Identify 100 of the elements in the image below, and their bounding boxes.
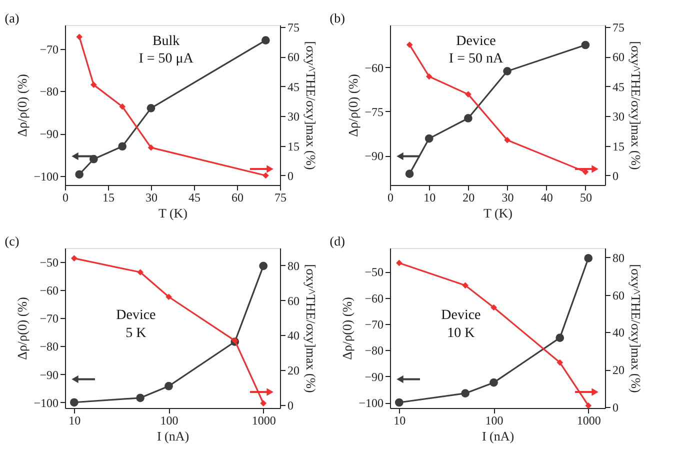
y2-tick-label: 0 <box>288 168 294 183</box>
x-tick-label: 15 <box>102 190 114 204</box>
y-tick-label: −60 <box>364 291 384 306</box>
point <box>118 142 127 151</box>
point <box>261 36 270 44</box>
x-axis-title: I (nA) <box>482 428 514 444</box>
point <box>503 67 512 76</box>
y-tick-label: −90 <box>40 127 58 142</box>
point <box>424 134 434 143</box>
y2-tick-label: 75 <box>612 20 624 34</box>
x-tick-label: 75 <box>274 190 286 204</box>
point <box>464 114 472 122</box>
y2-tick-label: 60 <box>288 294 300 308</box>
y2-axis-title: [σxy^THE/σxy]max (%) <box>628 264 644 393</box>
annotation: Device <box>441 308 481 324</box>
x-tick-label: 30 <box>502 190 514 204</box>
x-tick-label: 1000 <box>252 414 276 428</box>
point <box>584 254 593 262</box>
point <box>581 40 590 50</box>
y2-tick-label: 40 <box>612 326 624 340</box>
y-tick-label: −70 <box>364 317 384 332</box>
y-axis-title: Δρ/ρ(0) (%) <box>346 74 361 137</box>
x-axis-title: T (K) <box>158 206 188 220</box>
point <box>406 42 413 48</box>
point <box>465 91 472 98</box>
point <box>405 170 414 178</box>
x-tick-label: 30 <box>146 190 158 204</box>
point <box>70 398 78 407</box>
point <box>396 260 402 266</box>
y2-tick-label: 60 <box>612 288 624 302</box>
y2-tick-label: 80 <box>612 250 624 265</box>
y-tick-label: −60 <box>40 284 58 298</box>
y-axis-title: Δρ/ρ(0) (%) <box>340 297 355 360</box>
x-tick-label: 1000 <box>576 414 601 428</box>
y2-axis-title: [σxy^THE/σxy]max (%) <box>304 264 318 393</box>
text: (a) <box>4 10 20 26</box>
annotation: I = 50 μA <box>138 52 194 67</box>
y2-tick-label: 20 <box>612 363 624 378</box>
point <box>426 73 432 80</box>
y-tick-label: −50 <box>40 256 58 270</box>
y2-tick-label: 20 <box>288 364 300 378</box>
y-tick-label: −90 <box>40 368 58 382</box>
x-tick-label: 10 <box>394 414 406 428</box>
point <box>148 144 154 151</box>
y2-tick-label: 60 <box>288 50 300 64</box>
annotation: Device <box>456 34 496 49</box>
y-tick-label: −70 <box>40 312 58 326</box>
y-tick-label: −100 <box>34 170 58 184</box>
y2-axis-title: [σxy^THE/σxy]max (%) <box>304 41 318 170</box>
annotation: Bulk <box>152 34 180 49</box>
x-tick-label: 60 <box>232 190 244 204</box>
y2-tick-label: 15 <box>612 139 624 154</box>
y-axis-title: Δρ/ρ(0) (%) <box>14 297 30 360</box>
point <box>90 82 97 88</box>
text: (b) <box>330 10 345 26</box>
y2-tick-label: 0 <box>288 398 294 413</box>
y2-tick-label: 40 <box>288 328 300 343</box>
x-tick-label: 0 <box>62 190 68 204</box>
x-tick-label: 10 <box>424 190 436 204</box>
point <box>259 262 268 270</box>
y2-tick-label: 45 <box>288 80 300 94</box>
point <box>164 382 173 390</box>
y-tick-label: −75 <box>364 104 384 119</box>
y-tick-label: −80 <box>40 340 58 354</box>
y-tick-label: −80 <box>40 84 58 99</box>
point <box>585 402 592 409</box>
x-axis-title: T (K) <box>483 206 513 220</box>
annotation: Device <box>116 308 156 324</box>
y-tick-label: −90 <box>364 149 384 164</box>
point <box>262 172 269 179</box>
x-tick-label: 20 <box>462 190 475 204</box>
y2-axis-title: [σxy^THE/σxy]max (%) <box>628 41 644 170</box>
y-axis-title: Δρ/ρ(0) (%) <box>14 74 30 137</box>
point <box>394 398 404 407</box>
y-tick-label: −100 <box>358 396 384 410</box>
point <box>166 294 172 300</box>
y2-tick-label: 30 <box>612 110 624 124</box>
point <box>260 400 267 406</box>
annotation: I = 50 nA <box>448 52 504 67</box>
x-tick-label: 50 <box>580 190 592 204</box>
y2-tick-label: 60 <box>612 50 624 64</box>
x-tick-label: 45 <box>188 190 200 204</box>
annotation: 5 K <box>126 326 146 341</box>
text: (c) <box>4 234 20 249</box>
y-tick-label: −60 <box>364 60 384 75</box>
y2-tick-label: 45 <box>612 80 624 94</box>
y-tick-label: −70 <box>40 42 58 56</box>
point <box>146 104 156 112</box>
point <box>71 255 78 262</box>
text: (d) <box>330 234 345 249</box>
y2-tick-label: 30 <box>288 110 300 124</box>
y2-tick-label: 75 <box>288 20 300 34</box>
y2-tick-label: 0 <box>612 168 618 183</box>
x-tick-label: 40 <box>540 190 553 204</box>
x-axis-title: I (nA) <box>156 428 190 444</box>
x-tick-label: 0 <box>388 190 394 204</box>
y-tick-label: −80 <box>364 344 384 358</box>
x-tick-label: 100 <box>485 414 504 428</box>
y-tick-label: −90 <box>364 370 384 384</box>
x-tick-label: 10 <box>68 414 81 428</box>
